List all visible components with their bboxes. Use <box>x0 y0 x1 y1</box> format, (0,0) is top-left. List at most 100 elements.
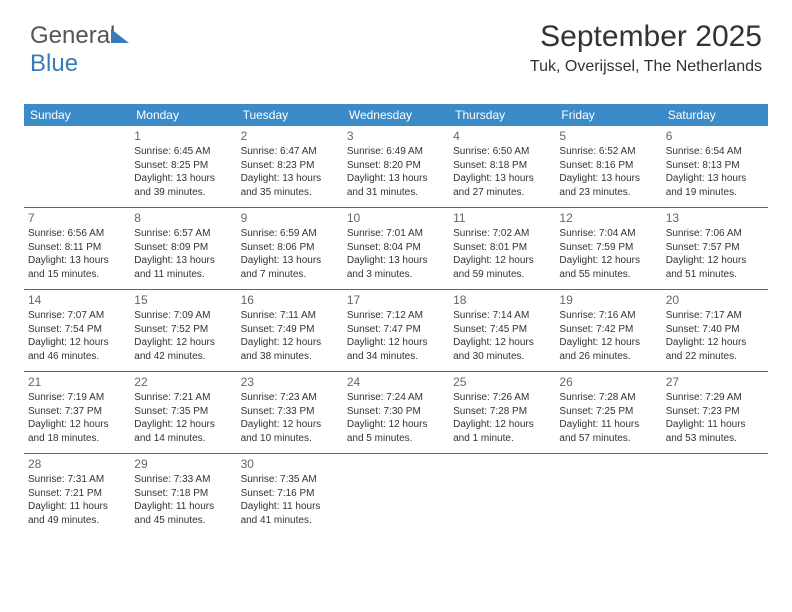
day-info-line: Sunset: 7:35 PM <box>134 405 232 419</box>
day-info-line: and 15 minutes. <box>28 268 126 282</box>
day-header: Tuesday <box>237 104 343 126</box>
calendar-week: 21Sunrise: 7:19 AMSunset: 7:37 PMDayligh… <box>24 372 768 454</box>
day-info-line: Sunset: 8:06 PM <box>241 241 339 255</box>
calendar-cell: 21Sunrise: 7:19 AMSunset: 7:37 PMDayligh… <box>24 372 130 453</box>
day-info-line: Sunset: 7:52 PM <box>134 323 232 337</box>
day-info-line: and 10 minutes. <box>241 432 339 446</box>
day-info-line: Daylight: 13 hours <box>347 254 445 268</box>
day-number: 16 <box>241 293 339 307</box>
day-info-line: Daylight: 12 hours <box>559 254 657 268</box>
day-info-line: Sunset: 7:42 PM <box>559 323 657 337</box>
day-info-line: Sunset: 8:09 PM <box>134 241 232 255</box>
logo-text-2: Blue <box>30 50 78 77</box>
day-info-line: Daylight: 12 hours <box>666 254 764 268</box>
calendar: SundayMondayTuesdayWednesdayThursdayFrid… <box>24 104 768 535</box>
day-info-line: Sunrise: 7:07 AM <box>28 309 126 323</box>
day-info-line: Sunrise: 6:52 AM <box>559 145 657 159</box>
calendar-header-row: SundayMondayTuesdayWednesdayThursdayFrid… <box>24 104 768 126</box>
day-number: 5 <box>559 129 657 143</box>
day-info-line: Sunrise: 7:09 AM <box>134 309 232 323</box>
calendar-cell: 23 Sunrise: 7:23 AMSunset: 7:33 PMDayligh… <box>237 372 343 453</box>
day-info-line: Sunset: 8:25 PM <box>134 159 232 173</box>
day-header: Wednesday <box>343 104 449 126</box>
day-info-line: Sunrise: 7:26 AM <box>453 391 551 405</box>
day-info-line: Sunrise: 6:49 AM <box>347 145 445 159</box>
calendar-cell: 24Sunrise: 7:24 AMSunset: 7:30 PMDayligh… <box>343 372 449 453</box>
day-number: 10 <box>347 211 445 225</box>
calendar-cell: 10Sunrise: 7:01 AMSunset: 8:04 PMDayligh… <box>343 208 449 289</box>
day-info-line: Sunrise: 7:16 AM <box>559 309 657 323</box>
day-info-line: and 41 minutes. <box>241 514 339 528</box>
day-info-line: Sunrise: 7:29 AM <box>666 391 764 405</box>
calendar-cell: 4Sunrise: 6:50 AMSunset: 8:18 PMDaylight… <box>449 126 555 207</box>
day-number: 1 <box>134 129 232 143</box>
day-info-line: Sunset: 7:23 PM <box>666 405 764 419</box>
day-info-line: Sunrise: 7:11 AM <box>241 309 339 323</box>
day-info-line: and 11 minutes. <box>134 268 232 282</box>
day-number: 30 <box>241 457 339 471</box>
day-info-line: Sunset: 7:33 PM <box>241 405 339 419</box>
day-info-line: Sunrise: 7:04 AM <box>559 227 657 241</box>
day-info-line: Daylight: 11 hours <box>666 418 764 432</box>
day-info-line: and 35 minutes. <box>241 186 339 200</box>
day-info-line: and 51 minutes. <box>666 268 764 282</box>
day-info-line: Sunrise: 7:23 AM <box>241 391 339 405</box>
day-number: 13 <box>666 211 764 225</box>
day-info-line: Daylight: 12 hours <box>453 418 551 432</box>
day-info-line: Sunset: 7:21 PM <box>28 487 126 501</box>
day-info-line: Sunset: 8:13 PM <box>666 159 764 173</box>
calendar-cell: 26Sunrise: 7:28 AMSunset: 7:25 PMDayligh… <box>555 372 661 453</box>
day-info-line: Daylight: 12 hours <box>28 336 126 350</box>
day-info-line: Sunset: 7:16 PM <box>241 487 339 501</box>
day-info-line: and 38 minutes. <box>241 350 339 364</box>
day-info-line: Daylight: 12 hours <box>241 418 339 432</box>
day-info-line: and 7 minutes. <box>241 268 339 282</box>
day-info-line: Sunrise: 7:02 AM <box>453 227 551 241</box>
day-info-line: Sunrise: 6:45 AM <box>134 145 232 159</box>
location-text: Tuk, Overijssel, The Netherlands <box>530 58 762 76</box>
day-info-line: Sunrise: 7:14 AM <box>453 309 551 323</box>
day-number: 24 <box>347 375 445 389</box>
day-info-line: Sunset: 7:49 PM <box>241 323 339 337</box>
day-info-line: and 23 minutes. <box>559 186 657 200</box>
calendar-cell: 22Sunrise: 7:21 AMSunset: 7:35 PMDayligh… <box>130 372 236 453</box>
day-header: Friday <box>555 104 661 126</box>
calendar-cell <box>343 454 449 535</box>
calendar-cell <box>662 454 768 535</box>
day-info-line: Daylight: 12 hours <box>134 336 232 350</box>
day-info-line: Daylight: 13 hours <box>28 254 126 268</box>
day-info-line: Daylight: 11 hours <box>241 500 339 514</box>
day-info-line: and 49 minutes. <box>28 514 126 528</box>
day-info-line: Sunset: 7:59 PM <box>559 241 657 255</box>
day-info-line: and 55 minutes. <box>559 268 657 282</box>
day-info-line: Daylight: 13 hours <box>241 172 339 186</box>
day-info-line: and 27 minutes. <box>453 186 551 200</box>
calendar-cell: 28Sunrise: 7:31 AMSunset: 7:21 PMDayligh… <box>24 454 130 535</box>
calendar-cell: 13Sunrise: 7:06 AMSunset: 7:57 PMDayligh… <box>662 208 768 289</box>
day-header: Thursday <box>449 104 555 126</box>
day-info-line: Sunrise: 7:19 AM <box>28 391 126 405</box>
calendar-cell <box>555 454 661 535</box>
day-info-line: Sunrise: 7:24 AM <box>347 391 445 405</box>
day-info-line: Daylight: 12 hours <box>134 418 232 432</box>
day-number: 23 <box>241 375 339 389</box>
day-info-line: and 31 minutes. <box>347 186 445 200</box>
day-info-line: Sunrise: 6:47 AM <box>241 145 339 159</box>
calendar-cell: 16Sunrise: 7:11 AMSunset: 7:49 PMDayligh… <box>237 290 343 371</box>
day-number: 14 <box>28 293 126 307</box>
calendar-cell: 3Sunrise: 6:49 AMSunset: 8:20 PMDaylight… <box>343 126 449 207</box>
calendar-cell: 18Sunrise: 7:14 AMSunset: 7:45 PMDayligh… <box>449 290 555 371</box>
day-number: 22 <box>134 375 232 389</box>
day-number: 9 <box>241 211 339 225</box>
day-info-line: Sunset: 7:40 PM <box>666 323 764 337</box>
day-info-line: and 14 minutes. <box>134 432 232 446</box>
calendar-cell: 5Sunrise: 6:52 AMSunset: 8:16 PMDaylight… <box>555 126 661 207</box>
day-info-line: Sunset: 8:20 PM <box>347 159 445 173</box>
day-number: 19 <box>559 293 657 307</box>
day-info-line: Sunset: 7:37 PM <box>28 405 126 419</box>
day-number: 20 <box>666 293 764 307</box>
day-info-line: Daylight: 12 hours <box>453 254 551 268</box>
day-info-line: Daylight: 11 hours <box>28 500 126 514</box>
day-info-line: Daylight: 11 hours <box>134 500 232 514</box>
header: September 2025 Tuk, Overijssel, The Neth… <box>530 20 762 76</box>
